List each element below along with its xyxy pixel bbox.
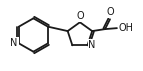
- Text: OH: OH: [119, 23, 134, 33]
- Text: O: O: [76, 11, 84, 21]
- Text: N: N: [89, 40, 96, 50]
- Text: O: O: [106, 7, 114, 17]
- Text: N: N: [10, 38, 18, 48]
